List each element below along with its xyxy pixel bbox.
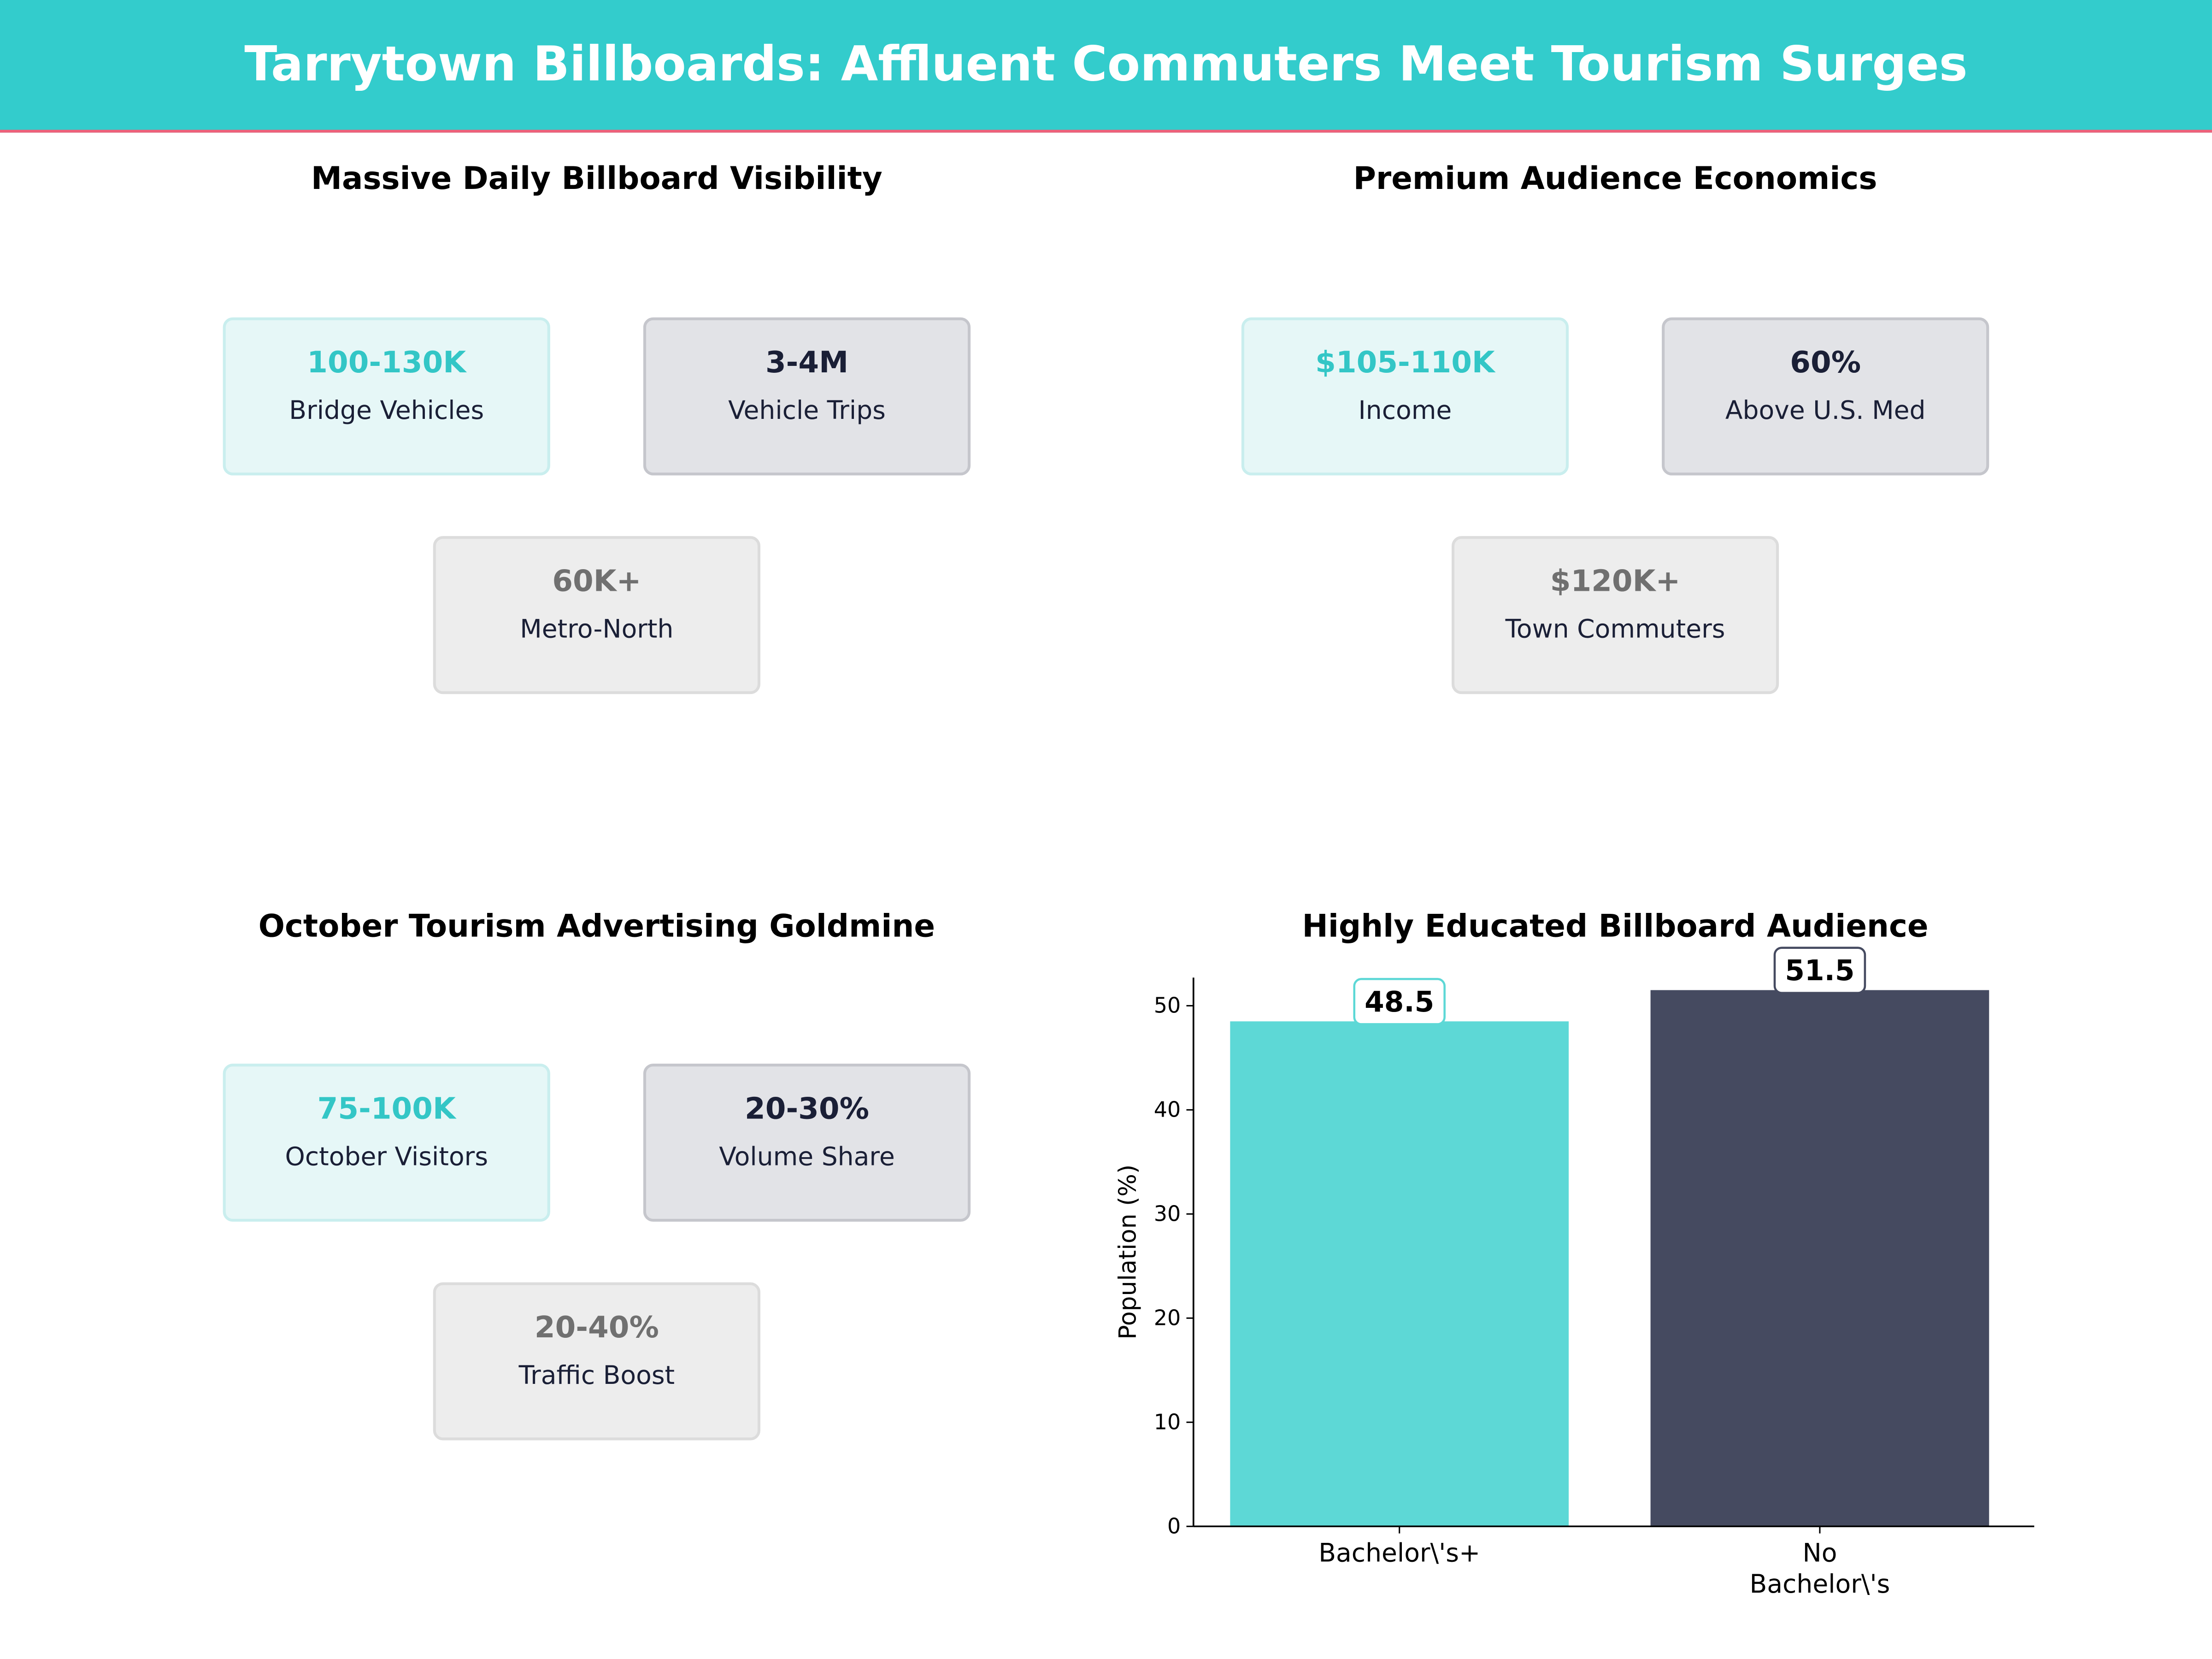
stat-value: 60% (1790, 345, 1861, 380)
stat-value: $105-110K (1315, 345, 1495, 380)
stat-card: 3-4M Vehicle Trips (643, 317, 971, 476)
y-tick-label: 50 (1154, 993, 1181, 1018)
panel-title-economics: Premium Audience Economics (1353, 162, 1877, 198)
y-tick-label: 0 (1167, 1514, 1181, 1539)
bar (1230, 1021, 1569, 1527)
stat-card: 20-30% Volume Share (643, 1064, 971, 1222)
header-banner: Tarrytown Billboards: Affluent Commuters… (0, 0, 2212, 133)
stat-value: 20-30% (744, 1092, 870, 1126)
stat-label: Volume Share (719, 1142, 895, 1172)
data-label-box (1773, 947, 1866, 994)
stat-card: 20-40% Traffic Boost (433, 1282, 760, 1441)
stat-label: Metro-North (520, 615, 674, 645)
stat-card: $105-110K Income (1241, 317, 1569, 476)
panel-title-tourism: October Tourism Advertising Goldmine (258, 910, 935, 946)
y-tick-label: 20 (1154, 1306, 1181, 1330)
stat-label: Bridge Vehicles (289, 396, 484, 426)
bar (1650, 990, 1989, 1527)
stat-label: Traffic Boost (518, 1361, 675, 1391)
y-tick-label: 30 (1154, 1201, 1181, 1226)
stat-value: 3-4M (765, 345, 849, 380)
x-tick-label: Bachelor\'s (1750, 1569, 1890, 1599)
data-label-box (1353, 978, 1446, 1025)
stat-value: 75-100K (317, 1092, 456, 1126)
y-tick-label: 10 (1154, 1410, 1181, 1435)
stat-label: Town Commuters (1505, 615, 1725, 645)
stat-label: October Visitors (285, 1142, 488, 1172)
stat-value: 60K+ (552, 564, 641, 598)
stat-card: 60% Above U.S. Med (1662, 317, 1989, 476)
chart-title: Highly Educated Billboard Audience (1302, 910, 1929, 946)
data-label: 48.5 (1365, 986, 1434, 1018)
page-title: Tarrytown Billboards: Affluent Commuters… (244, 36, 1968, 94)
stat-card: 75-100K October Visitors (223, 1064, 550, 1222)
y-tick-label: 40 (1154, 1097, 1181, 1122)
stat-card: 60K+ Metro-North (433, 536, 760, 694)
x-tick-label: Bachelor\'s+ (1318, 1538, 1480, 1568)
stat-value: 100-130K (307, 345, 466, 380)
stat-card: 100-130K Bridge Vehicles (223, 317, 550, 476)
x-tick-label: No (1802, 1538, 1837, 1568)
stat-value: 20-40% (534, 1310, 659, 1345)
panel-title-visibility: Massive Daily Billboard Visibility (311, 162, 882, 198)
stat-card: $120K+ Town Commuters (1451, 536, 1779, 694)
stat-value: $120K+ (1550, 564, 1681, 598)
y-axis-label: Population (%) (1114, 1165, 1141, 1340)
data-label: 51.5 (1785, 954, 1854, 987)
stat-label: Above U.S. Med (1725, 396, 1926, 426)
stat-label: Vehicle Trips (728, 396, 886, 426)
stat-label: Income (1358, 396, 1452, 426)
